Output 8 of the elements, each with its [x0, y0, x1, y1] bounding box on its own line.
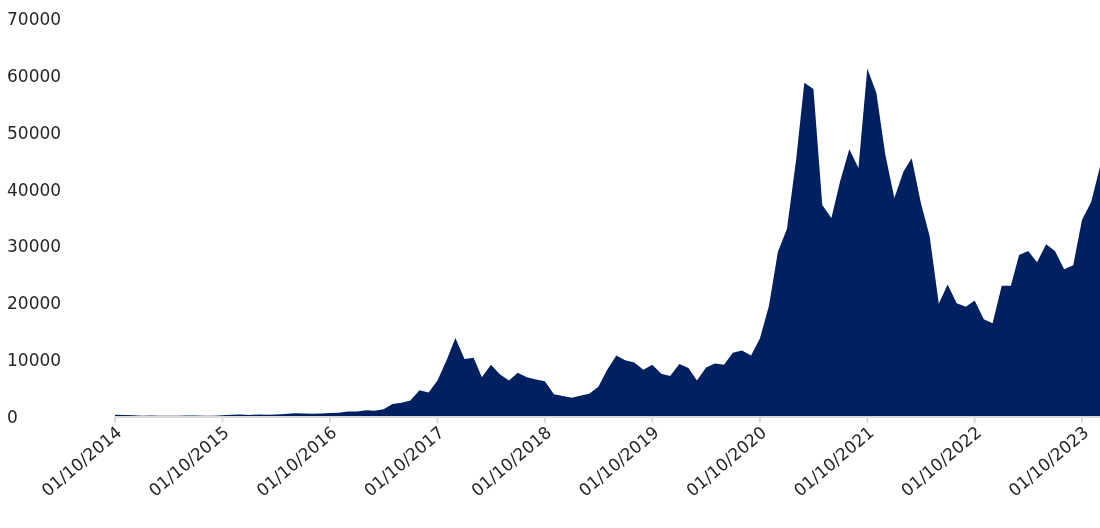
y-tick-label: 0 [7, 407, 18, 428]
y-tick-label: 30000 [7, 236, 62, 257]
y-tick-label: 60000 [7, 65, 62, 86]
y-tick-label: 50000 [7, 122, 62, 143]
y-tick-label: 20000 [7, 293, 62, 314]
y-tick-label: 10000 [7, 350, 62, 371]
y-tick-label: 40000 [7, 179, 62, 200]
y-tick-label: 70000 [7, 9, 62, 30]
